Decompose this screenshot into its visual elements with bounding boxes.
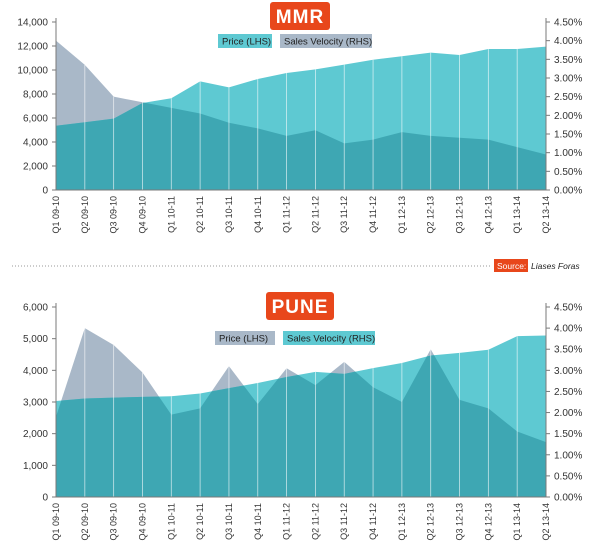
- left-tick-label: 10,000: [17, 66, 48, 77]
- source-note: Source: Liases Foras: [494, 259, 580, 272]
- category-label: Q3 11-12: [339, 503, 349, 540]
- chart-title: PUNE: [272, 297, 329, 318]
- category-label: Q1 10-11: [166, 196, 176, 233]
- category-label: Q4 11-12: [368, 196, 378, 233]
- left-tick-label: 4,000: [23, 366, 48, 377]
- category-label: Q4 10-11: [253, 503, 263, 540]
- right-tick-label: 1.00%: [554, 148, 582, 159]
- right-tick-label: 4.00%: [554, 36, 582, 47]
- right-tick-label: 2.50%: [554, 387, 582, 398]
- category-label: Q1 12-13: [397, 503, 407, 541]
- left-tick-label: 4,000: [23, 138, 48, 149]
- right-tick-label: 1.50%: [554, 130, 582, 141]
- right-tick-label: 3.00%: [554, 366, 582, 377]
- right-tick-label: 3.50%: [554, 55, 582, 66]
- source-name: Liases Foras: [531, 261, 580, 271]
- category-label: Q4 12-13: [483, 503, 493, 541]
- category-label: Q2 11-12: [310, 196, 320, 233]
- left-tick-label: 14,000: [17, 18, 48, 29]
- chart-title-badge: MMR: [270, 2, 330, 30]
- category-label: Q2 12-13: [426, 503, 436, 541]
- legend-swatch: [218, 34, 272, 48]
- left-tick-label: 6,000: [23, 303, 48, 314]
- category-label: Q2 10-11: [195, 503, 205, 540]
- overlap-area: [56, 335, 546, 497]
- category-label: Q2 09-10: [80, 503, 90, 541]
- right-tick-label: 4.50%: [554, 303, 582, 314]
- right-tick-label: 0.50%: [554, 167, 582, 178]
- category-label: Q4 11-12: [368, 503, 378, 540]
- category-label: Q3 09-10: [109, 503, 119, 541]
- title-badge-background: [270, 2, 330, 30]
- legend-label: Sales Velocity (RHS): [284, 37, 372, 48]
- chart-title: MMR: [276, 7, 324, 28]
- overlap-area: [56, 46, 546, 190]
- category-label: Q2 12-13: [426, 196, 436, 234]
- category-label: Q1 09-10: [51, 196, 61, 234]
- legend: Price (LHS) Sales Velocity (RHS): [215, 331, 375, 345]
- right-tick-label: 2.00%: [554, 111, 582, 122]
- source-badge: [494, 259, 528, 272]
- legend-label: Price (LHS): [219, 334, 268, 345]
- right-tick-label: 2.50%: [554, 92, 582, 103]
- left-tick-label: 5,000: [23, 334, 48, 345]
- category-label: Q3 11-12: [339, 196, 349, 233]
- right-tick-label: 0.00%: [554, 186, 582, 197]
- category-label: Q3 10-11: [224, 196, 234, 233]
- chart-title-badge: PUNE: [266, 292, 334, 320]
- legend-swatch: [280, 34, 372, 48]
- left-tick-label: 6,000: [23, 114, 48, 125]
- legend-swatch: [215, 331, 275, 345]
- category-label: Q2 11-12: [310, 503, 320, 540]
- category-label: Q2 09-10: [80, 196, 90, 234]
- right-tick-label: 0.00%: [554, 493, 582, 504]
- left-tick-label: 0: [42, 493, 48, 504]
- source-label: Source:: [497, 261, 526, 271]
- category-label: Q4 12-13: [483, 196, 493, 234]
- right-tick-label: 2.00%: [554, 408, 582, 419]
- left-tick-label: 1,000: [23, 461, 48, 472]
- legend-label: Sales Velocity (RHS): [287, 334, 375, 345]
- category-label: Q2 13-14: [541, 196, 551, 234]
- category-label: Q1 11-12: [282, 196, 292, 233]
- right-tick-label: 4.00%: [554, 324, 582, 335]
- left-tick-label: 2,000: [23, 162, 48, 173]
- category-label: Q2 13-14: [541, 503, 551, 541]
- category-label: Q1 13-14: [512, 503, 522, 541]
- category-label: Q4 10-11: [253, 196, 263, 233]
- right-tick-label: 3.00%: [554, 74, 582, 85]
- category-label: Q3 12-13: [455, 503, 465, 541]
- right-tick-label: 1.50%: [554, 429, 582, 440]
- category-label: Q3 12-13: [455, 196, 465, 234]
- category-label: Q1 13-14: [512, 196, 522, 234]
- category-label: Q1 12-13: [397, 196, 407, 234]
- title-badge-background: [266, 292, 334, 320]
- category-label: Q1 09-10: [51, 503, 61, 541]
- category-label: Q2 10-11: [195, 196, 205, 233]
- category-label: Q4 09-10: [137, 503, 147, 541]
- left-tick-label: 0: [42, 186, 48, 197]
- legend: Price (LHS) Sales Velocity (RHS): [218, 34, 372, 48]
- legend-label: Price (LHS): [222, 37, 271, 48]
- pune-chart: PUNE 0 1,000 2,000 3,000 4,000 5,000 6,000 0.00%…: [23, 292, 582, 541]
- left-tick-label: 2,000: [23, 429, 48, 440]
- category-label: Q3 10-11: [224, 503, 234, 540]
- right-tick-label: 0.50%: [554, 471, 582, 482]
- right-tick-label: 4.50%: [554, 18, 582, 29]
- left-tick-label: 8,000: [23, 90, 48, 101]
- right-tick-label: 3.50%: [554, 345, 582, 356]
- category-label: Q3 09-10: [109, 196, 119, 234]
- left-tick-label: 12,000: [17, 42, 48, 53]
- category-label: Q4 09-10: [137, 196, 147, 234]
- category-label: Q1 10-11: [166, 503, 176, 540]
- mmr-chart: MMR 0 2,000 4,000 6,000 8,000 10,000 12,000 14,0…: [17, 2, 582, 234]
- left-tick-label: 3,000: [23, 398, 48, 409]
- right-tick-label: 1.00%: [554, 450, 582, 461]
- legend-swatch: [283, 331, 375, 345]
- category-label: Q1 11-12: [282, 503, 292, 540]
